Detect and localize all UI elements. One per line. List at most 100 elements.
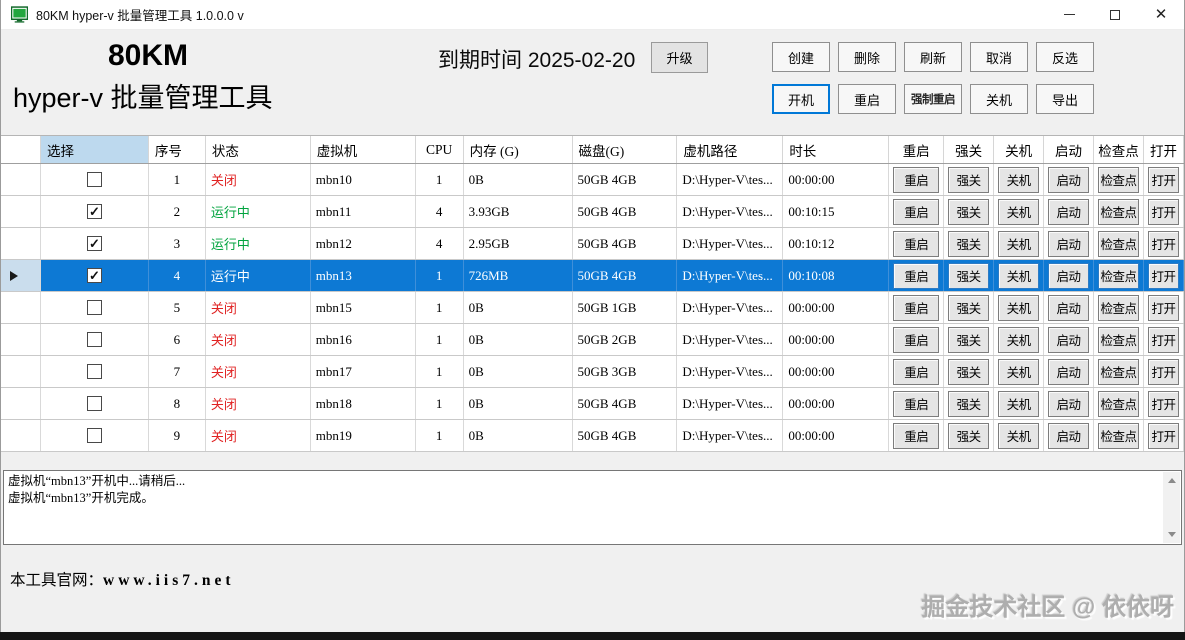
row-open-button[interactable]: 打开	[1147, 422, 1179, 449]
row-start-button[interactable]: 启动	[1048, 262, 1090, 289]
row-shutdown-button[interactable]: 关机	[998, 326, 1040, 353]
cancel-button[interactable]: 取消	[970, 42, 1028, 72]
log-scrollbar[interactable]	[1163, 472, 1180, 543]
row-start-button[interactable]: 启动	[1048, 198, 1090, 225]
scroll-up-button[interactable]	[1163, 472, 1180, 489]
column-header-force-off[interactable]: 强关	[944, 136, 995, 163]
row-restart-button[interactable]: 重启	[893, 262, 940, 289]
row-restart-button[interactable]: 重启	[893, 230, 940, 257]
row-checkpoint-button[interactable]: 检查点	[1098, 390, 1139, 417]
table-row[interactable]: ✓ 4 运行中 mbn13 1 726MB 50GB 4GB D:\Hyper-V\tes..…	[1, 260, 1184, 292]
row-shutdown-button[interactable]: 关机	[998, 294, 1040, 321]
row-open-button[interactable]: 打开	[1147, 262, 1179, 289]
column-header-index[interactable]: 序号	[149, 136, 206, 163]
row-shutdown-button[interactable]: 关机	[998, 230, 1040, 257]
row-force-off-button[interactable]: 强关	[948, 358, 990, 385]
column-header-duration[interactable]: 时长	[783, 136, 890, 163]
column-header-vm-name[interactable]: 虚拟机	[311, 136, 416, 163]
row-select-checkbox[interactable]	[86, 172, 102, 187]
table-row[interactable]: ✓ 3 运行中 mbn12 4 2.95GB 50GB 4GB D:\Hyper-V\tes.…	[1, 228, 1184, 260]
scroll-down-button[interactable]	[1163, 526, 1180, 543]
row-start-button[interactable]: 启动	[1048, 390, 1090, 417]
column-header-select[interactable]: 选择	[40, 136, 149, 163]
close-button[interactable]: ✕	[1138, 0, 1184, 29]
column-header-shutdown[interactable]: 关机	[994, 136, 1045, 163]
restart-button[interactable]: 重启	[838, 84, 896, 114]
refresh-button[interactable]: 刷新	[904, 42, 962, 72]
column-header-restart[interactable]: 重启	[889, 136, 945, 163]
row-select-checkbox[interactable]: ✓	[86, 236, 102, 251]
row-select-checkbox[interactable]	[86, 428, 102, 443]
row-restart-button[interactable]: 重启	[893, 422, 940, 449]
row-shutdown-button[interactable]: 关机	[998, 262, 1040, 289]
row-open-button[interactable]: 打开	[1147, 166, 1179, 193]
upgrade-button[interactable]: 升级	[651, 42, 708, 73]
column-header-open[interactable]: 打开	[1144, 136, 1184, 163]
row-force-off-button[interactable]: 强关	[948, 262, 990, 289]
shutdown-button[interactable]: 关机	[970, 84, 1028, 114]
row-checkpoint-button[interactable]: 检查点	[1098, 166, 1139, 193]
row-open-button[interactable]: 打开	[1147, 230, 1179, 257]
row-open-button[interactable]: 打开	[1147, 294, 1179, 321]
invert-select-button[interactable]: 反选	[1036, 42, 1094, 72]
row-start-button[interactable]: 启动	[1048, 230, 1090, 257]
table-row[interactable]: 8 关闭 mbn18 1 0B 50GB 4GB D:\Hyper-V\tes... 00:0…	[1, 388, 1184, 420]
row-open-button[interactable]: 打开	[1147, 198, 1179, 225]
row-force-off-button[interactable]: 强关	[948, 326, 990, 353]
row-force-off-button[interactable]: 强关	[948, 198, 990, 225]
row-checkpoint-button[interactable]: 检查点	[1098, 262, 1139, 289]
table-row[interactable]: 9 关闭 mbn19 1 0B 50GB 4GB D:\Hyper-V\tes... 00:0…	[1, 420, 1184, 452]
row-shutdown-button[interactable]: 关机	[998, 422, 1040, 449]
row-checkpoint-button[interactable]: 检查点	[1098, 198, 1139, 225]
table-row[interactable]: 5 关闭 mbn15 1 0B 50GB 1GB D:\Hyper-V\tes... 00:0…	[1, 292, 1184, 324]
row-select-checkbox[interactable]	[86, 300, 102, 315]
row-checkpoint-button[interactable]: 检查点	[1098, 358, 1139, 385]
column-header-memory[interactable]: 内存 (G)	[464, 136, 573, 163]
maximize-button[interactable]	[1092, 0, 1138, 29]
row-select-checkbox[interactable]: ✓	[86, 204, 102, 219]
column-header-cpu[interactable]: CPU	[416, 136, 464, 163]
row-restart-button[interactable]: 重启	[893, 390, 940, 417]
row-start-button[interactable]: 启动	[1048, 294, 1090, 321]
row-shutdown-button[interactable]: 关机	[998, 390, 1040, 417]
row-start-button[interactable]: 启动	[1048, 422, 1090, 449]
row-restart-button[interactable]: 重启	[893, 166, 940, 193]
row-start-button[interactable]: 启动	[1048, 326, 1090, 353]
table-row[interactable]: 6 关闭 mbn16 1 0B 50GB 2GB D:\Hyper-V\tes... 00:0…	[1, 324, 1184, 356]
delete-button[interactable]: 删除	[838, 42, 896, 72]
row-select-checkbox[interactable]	[86, 364, 102, 379]
row-select-checkbox[interactable]: ✓	[86, 268, 102, 283]
row-force-off-button[interactable]: 强关	[948, 166, 990, 193]
table-row[interactable]: 1 关闭 mbn10 1 0B 50GB 4GB D:\Hyper-V\tes... 00:0…	[1, 164, 1184, 196]
row-open-button[interactable]: 打开	[1147, 390, 1179, 417]
table-row[interactable]: 7 关闭 mbn17 1 0B 50GB 3GB D:\Hyper-V\tes... 00:0…	[1, 356, 1184, 388]
column-header-status[interactable]: 状态	[206, 136, 311, 163]
row-checkpoint-button[interactable]: 检查点	[1098, 326, 1139, 353]
minimize-button[interactable]	[1046, 0, 1092, 29]
force-restart-button[interactable]: 强制重启	[904, 84, 962, 114]
row-shutdown-button[interactable]: 关机	[998, 358, 1040, 385]
row-shutdown-button[interactable]: 关机	[998, 166, 1040, 193]
export-button[interactable]: 导出	[1036, 84, 1094, 114]
row-checkpoint-button[interactable]: 检查点	[1098, 294, 1139, 321]
column-header-disk[interactable]: 磁盘(G)	[573, 136, 678, 163]
row-force-off-button[interactable]: 强关	[948, 294, 990, 321]
column-header-vm-path[interactable]: 虚机路径	[677, 136, 784, 163]
column-header-start[interactable]: 启动	[1044, 136, 1095, 163]
column-header-checkpoint[interactable]: 检查点	[1094, 136, 1144, 163]
row-select-checkbox[interactable]	[86, 396, 102, 411]
row-checkpoint-button[interactable]: 检查点	[1098, 230, 1139, 257]
create-button[interactable]: 创建	[772, 42, 830, 72]
power-on-button[interactable]: 开机	[772, 84, 830, 114]
row-restart-button[interactable]: 重启	[893, 326, 940, 353]
row-restart-button[interactable]: 重启	[893, 198, 940, 225]
row-start-button[interactable]: 启动	[1048, 166, 1090, 193]
table-row[interactable]: ✓ 2 运行中 mbn11 4 3.93GB 50GB 4GB D:\Hyper-V\tes.…	[1, 196, 1184, 228]
row-restart-button[interactable]: 重启	[893, 294, 940, 321]
row-restart-button[interactable]: 重启	[893, 358, 940, 385]
row-shutdown-button[interactable]: 关机	[998, 198, 1040, 225]
row-open-button[interactable]: 打开	[1147, 326, 1179, 353]
row-open-button[interactable]: 打开	[1147, 358, 1179, 385]
row-force-off-button[interactable]: 强关	[948, 230, 990, 257]
row-checkpoint-button[interactable]: 检查点	[1098, 422, 1139, 449]
